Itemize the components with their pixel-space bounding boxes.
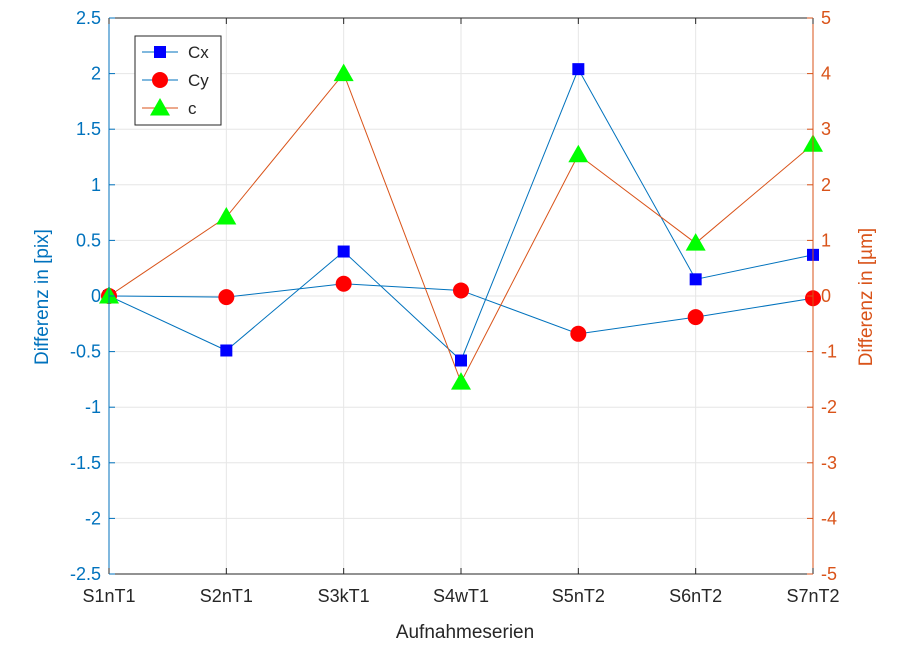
ticks: S1nT1 S2nT1 S3kT1 S4wT1 S5nT2 S6nT2 S7nT2 -2.5 -… (70, 8, 840, 606)
y-left-tick-label: -0.5 (70, 342, 101, 362)
y-right-tick-label: -2 (821, 397, 837, 417)
x-tick-label: S3kT1 (318, 586, 370, 606)
legend-label-cx: Cx (188, 43, 209, 62)
y-left-tick-label: 1 (91, 175, 101, 195)
x-tick-label: S5nT2 (552, 586, 605, 606)
y-left-tick-label: 1.5 (76, 119, 101, 139)
data-point-cx (455, 354, 467, 367)
y-right-tick-label: 2 (821, 175, 831, 195)
data-point-cy (335, 275, 352, 292)
y-left-tick-label: -1 (85, 397, 101, 417)
data-point-c (685, 233, 706, 251)
legend-label-c: c (188, 99, 197, 118)
y-right-tick-label: 5 (821, 8, 831, 28)
data-point-c (333, 63, 354, 82)
y-axis-left-label: Differenz in [pix] (32, 229, 53, 365)
y-left-tick-label: -2.5 (70, 564, 101, 584)
y-right-tick-label: 0 (821, 286, 831, 306)
x-axis-label: Aufnahmeserien (396, 622, 534, 643)
legend-entries: Cx Cy c (142, 43, 209, 118)
data-point-c (568, 144, 589, 163)
y-axis-right-label: Differenz in [µm] (856, 228, 877, 366)
data-point-c (451, 372, 471, 390)
x-tick-label: S1nT1 (82, 586, 135, 606)
data-point-cx (689, 273, 702, 286)
y-right-tick-label: -5 (821, 564, 837, 584)
y-right-tick-label: -3 (821, 453, 837, 473)
legend: Cx Cy c (134, 35, 222, 126)
data-point-cx (337, 245, 350, 258)
y-right-tick-label: -1 (821, 342, 837, 362)
data-point-cy (453, 282, 469, 299)
data-point-c (216, 207, 237, 225)
y-left-tick-label: 2.5 (76, 8, 101, 28)
data-point-cy (218, 289, 235, 306)
y-left-tick-label: 0 (91, 286, 101, 306)
y-left-tick-label: 0.5 (76, 230, 101, 250)
x-tick-label: S7nT2 (786, 586, 839, 606)
y-right-tick-label: 4 (821, 64, 831, 84)
y-right-tick-label: 1 (821, 230, 831, 250)
x-tick-label: S6nT2 (669, 586, 722, 606)
data-point-cx (220, 344, 233, 357)
y-right-tick-label: -4 (821, 508, 837, 528)
y-left-tick-label: -2 (85, 508, 101, 528)
x-tick-label: S2nT1 (200, 586, 253, 606)
legend-marker-c (150, 98, 170, 116)
y-right-tick-label: 3 (821, 119, 831, 139)
legend-marker-cx (154, 46, 166, 58)
x-tick-label: S4wT1 (433, 586, 489, 606)
y-left-tick-label: 2 (91, 64, 101, 84)
legend-label-cy: Cy (188, 71, 209, 90)
data-point-cy (570, 325, 587, 342)
data-point-cy (687, 309, 704, 326)
legend-marker-cy (152, 72, 168, 88)
data-point-cx (572, 63, 585, 76)
y-left-tick-label: -1.5 (70, 453, 101, 473)
